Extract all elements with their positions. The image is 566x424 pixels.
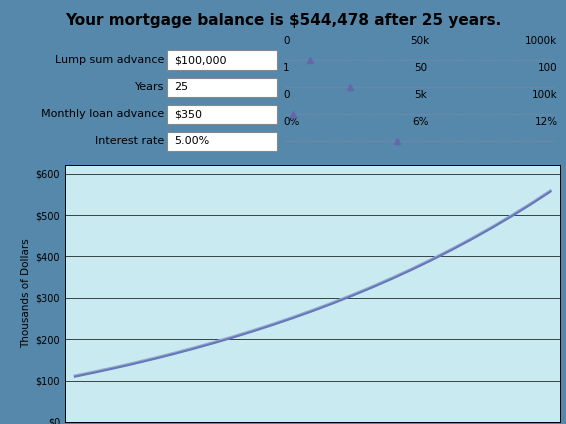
Text: $100,000: $100,000 (174, 55, 226, 65)
FancyBboxPatch shape (167, 50, 277, 70)
Text: 0%: 0% (283, 117, 299, 127)
Text: 12%: 12% (534, 117, 558, 127)
FancyBboxPatch shape (167, 131, 277, 151)
Text: 1: 1 (283, 63, 290, 73)
FancyBboxPatch shape (167, 78, 277, 97)
Text: Lump sum advance: Lump sum advance (55, 55, 164, 65)
Text: 5.00%: 5.00% (174, 137, 209, 146)
Text: 5k: 5k (414, 89, 427, 100)
Text: 0: 0 (283, 36, 289, 45)
Text: 50k: 50k (410, 36, 430, 45)
Text: 25: 25 (174, 82, 188, 92)
Text: Years: Years (135, 82, 164, 92)
Y-axis label: Thousands of Dollars: Thousands of Dollars (22, 239, 32, 349)
Text: Your mortgage balance is $544,478 after 25 years.: Your mortgage balance is $544,478 after … (65, 14, 501, 28)
Text: 100: 100 (538, 63, 558, 73)
Text: Interest rate: Interest rate (95, 137, 164, 146)
Text: 50: 50 (414, 63, 427, 73)
Text: 1000k: 1000k (525, 36, 558, 45)
Text: $350: $350 (174, 109, 201, 120)
Text: 100k: 100k (532, 89, 558, 100)
Text: Monthly loan advance: Monthly loan advance (41, 109, 164, 120)
FancyBboxPatch shape (167, 105, 277, 124)
Text: 6%: 6% (412, 117, 428, 127)
Text: 0: 0 (283, 89, 289, 100)
